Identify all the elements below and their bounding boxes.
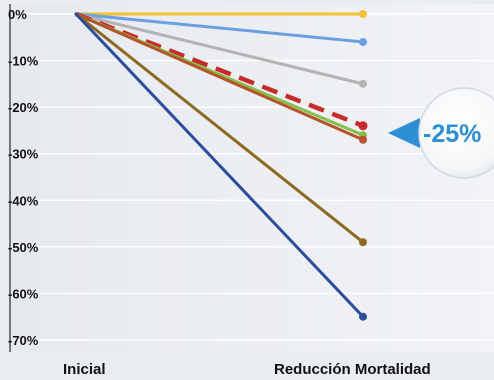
series-line	[74, 12, 365, 86]
y-tick-label: -40%	[8, 193, 39, 208]
y-tick-label: -60%	[8, 286, 39, 301]
y-tick-label: -70%	[8, 333, 39, 348]
series-end-marker	[359, 312, 367, 321]
series-line	[74, 12, 365, 319]
series-end-marker	[358, 121, 368, 131]
series-lines	[74, 11, 365, 319]
y-tick-label: -20%	[8, 100, 39, 115]
callout-circle	[418, 87, 494, 179]
grid-lines	[14, 13, 494, 341]
y-tick-labels: 0% -10% -20% -30% -40% -50% -60% -70%	[8, 7, 39, 348]
series-end-marker	[359, 37, 367, 46]
series-end-marker	[359, 238, 367, 247]
callout-bubble: -25%	[388, 87, 494, 179]
x-category-label-reduccion-mortalidad: Reducción Mortalidad	[274, 361, 431, 378]
y-tick-label: -10%	[8, 54, 39, 69]
series-end-marker	[359, 135, 367, 144]
x-category-label-inicial: Inicial	[63, 361, 106, 378]
series-markers	[358, 10, 368, 321]
series-end-marker	[359, 79, 367, 88]
series-line	[74, 12, 365, 244]
series-end-marker	[359, 10, 367, 18]
series-line	[74, 12, 365, 44]
callout-pointer	[388, 118, 420, 148]
series-line	[74, 12, 365, 142]
callout-text: -25%	[423, 120, 481, 148]
y-tick-label: -30%	[8, 147, 39, 162]
y-tick-label: -50%	[8, 240, 39, 255]
y-tick-label: 0%	[8, 7, 27, 22]
